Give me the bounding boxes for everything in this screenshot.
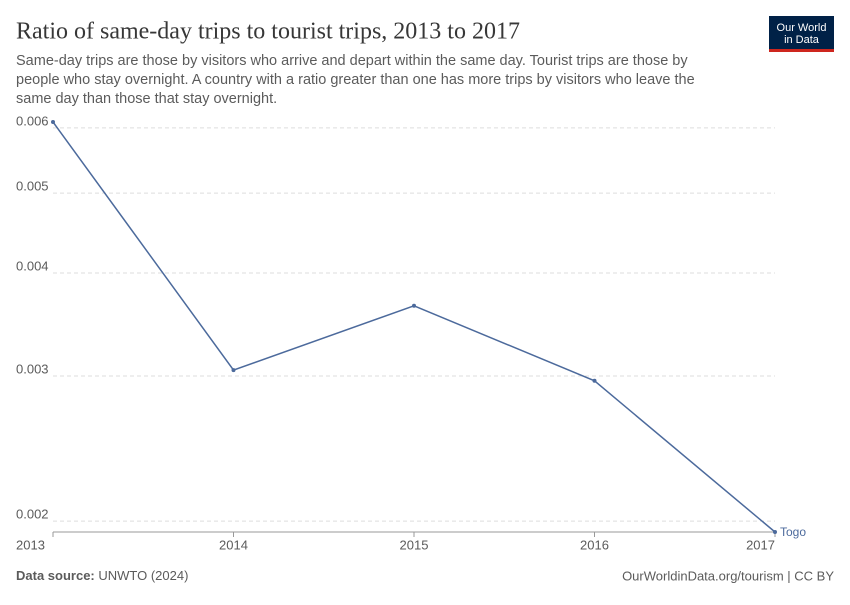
point	[412, 303, 416, 308]
y-tick-label: 0.002	[16, 507, 49, 522]
x-tick-label: 2017	[746, 537, 775, 552]
x-tick-label: 2014	[219, 537, 248, 552]
logo-box	[769, 16, 834, 52]
point	[231, 368, 236, 373]
y-tick-label: 0.005	[16, 179, 49, 194]
source-label: Data source:	[16, 568, 95, 583]
logo-stripe	[769, 49, 834, 52]
point	[592, 378, 597, 383]
point	[51, 120, 55, 124]
subtitle: people who stay overnight. A country wit…	[16, 72, 695, 88]
subtitle: same day than those that stay overnight.	[16, 91, 277, 107]
x-tick-label: 2015	[400, 537, 429, 552]
source-text: UNWTO (2024)	[98, 568, 188, 583]
y-tick-label: 0.004	[16, 258, 49, 273]
logo-text: Our World	[777, 22, 827, 34]
y-tick-label: 0.006	[16, 113, 49, 128]
logo-text: in Data	[784, 34, 820, 46]
point	[773, 530, 777, 534]
line	[52, 121, 776, 533]
x-tick-label: 2016	[580, 537, 609, 552]
subtitle: Same-day trips are those by visitors who…	[16, 53, 688, 69]
series-label: Togo	[780, 525, 806, 539]
y-tick-label: 0.003	[16, 361, 49, 376]
chart-title: Ratio of same-day trips to tourist trips…	[16, 19, 520, 45]
x-tick-label: 2013	[16, 537, 45, 552]
credit: OurWorldinData.org/tourism | CC BY	[622, 568, 834, 583]
source: Data source: UNWTO (2024)	[16, 568, 188, 583]
